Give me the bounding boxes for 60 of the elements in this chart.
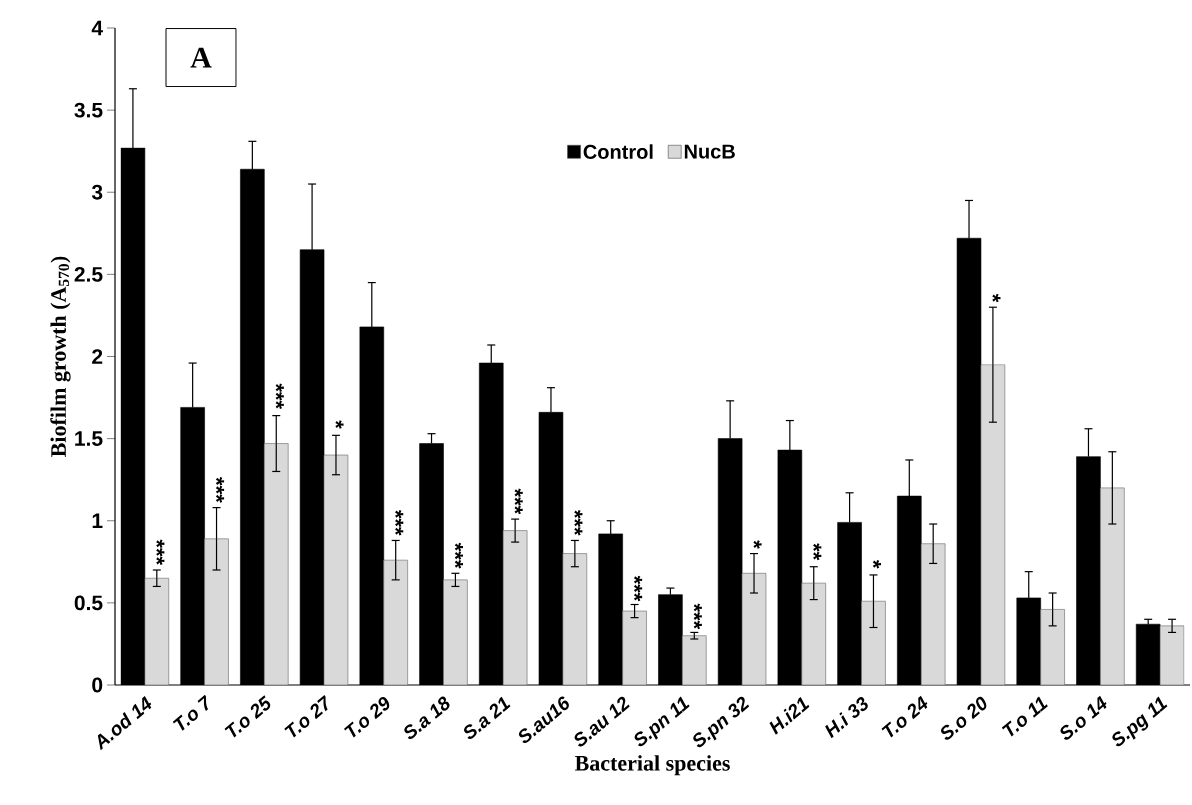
- bar: [144, 577, 170, 685]
- bar: [861, 600, 886, 685]
- y-tick-label: 2: [92, 349, 103, 364]
- bar: [1100, 487, 1125, 685]
- x-tick-label: T.o 24: [881, 695, 928, 738]
- chart-title: A: [190, 47, 212, 68]
- x-tick-label: S.pn 32: [693, 696, 750, 748]
- x-tick-label: S.o 14: [1060, 695, 1107, 740]
- bar: [443, 579, 468, 685]
- bar: [1159, 625, 1185, 685]
- x-tick-label: T.o 27: [284, 694, 328, 738]
- y-tick-label: 3: [91, 184, 103, 200]
- y-axis-title: Biofilm growth (A$_{570}$): [50, 256, 71, 457]
- bar: [383, 559, 408, 685]
- annotation: ***: [693, 603, 702, 630]
- annotation: ***: [275, 383, 284, 410]
- annotation: ***: [454, 542, 463, 569]
- bar: [264, 443, 289, 685]
- bar: [741, 573, 767, 685]
- annotation: ***: [215, 477, 225, 503]
- x-tick-label: H.i 33: [825, 697, 868, 739]
- x-tick-label: S.o 20: [941, 696, 987, 740]
- x-tick-label: T.o 7: [172, 694, 209, 731]
- bar: [562, 553, 588, 685]
- y-tick-label: 4: [91, 20, 103, 36]
- annotation: *: [335, 420, 344, 429]
- annotation: *: [753, 540, 762, 549]
- bar: [980, 364, 1006, 685]
- legend-label: NucB: [684, 144, 735, 159]
- x-axis-title: Bacterial species: [574, 755, 730, 776]
- annotation: ***: [633, 575, 643, 602]
- y-tick-label: 2.5: [74, 266, 103, 282]
- x-tick-label: T.o 29: [344, 696, 390, 738]
- x-tick-label: T.o 25: [224, 695, 271, 738]
- annotation: **: [813, 543, 822, 561]
- x-tick-label: T.o 11: [1001, 696, 1048, 737]
- x-tick-label: S.a 18: [404, 696, 450, 740]
- bar: [920, 543, 946, 685]
- x-tick-label: S.pn 11: [634, 696, 690, 747]
- y-tick-label: 0: [92, 677, 103, 693]
- bar: [682, 635, 707, 685]
- bar: [323, 454, 349, 685]
- annotation: *: [872, 559, 882, 569]
- y-tick-label: 1: [92, 513, 103, 528]
- annotation: *: [992, 293, 1001, 303]
- annotation: ***: [514, 488, 523, 515]
- bar: [1040, 609, 1065, 685]
- annotation: ***: [156, 539, 165, 566]
- bar: [622, 610, 647, 685]
- x-tick-label: S.au 12: [574, 696, 630, 747]
- legend-label: Control: [583, 144, 653, 159]
- bar: [801, 582, 826, 685]
- annotation: ***: [395, 509, 404, 536]
- x-tick-label: S.a 21: [464, 696, 511, 740]
- bar: [502, 530, 528, 685]
- y-tick-label: 1.5: [75, 431, 103, 446]
- y-tick-label: 3.5: [74, 102, 103, 118]
- annotation: ***: [574, 509, 583, 536]
- bar: [204, 538, 229, 685]
- y-tick-label: 0.5: [74, 595, 103, 611]
